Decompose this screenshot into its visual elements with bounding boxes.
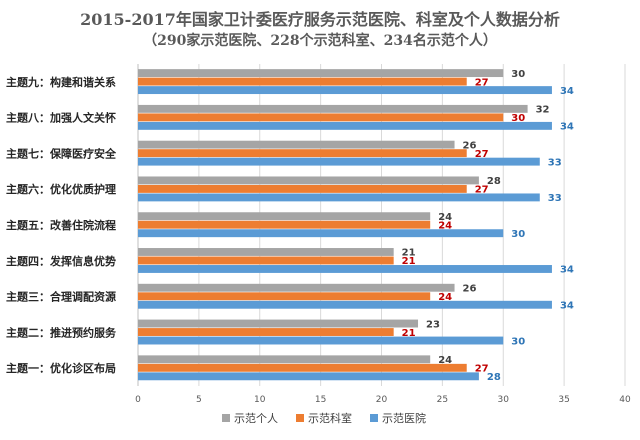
data-label: 24 [438,212,452,223]
data-label: 27 [475,149,489,160]
data-label: 24 [438,292,452,303]
data-label: 34 [560,86,574,97]
data-label: 27 [475,364,489,375]
bar [138,265,552,273]
bar [138,157,540,166]
x-tick-label: 15 [315,395,326,405]
category-label: 主题三：合理调配资源 [6,290,116,304]
bar [138,363,467,372]
data-label: 21 [402,256,416,267]
legend-label: 示范医院 [382,411,426,425]
chart-subtitle: （290家示范医院、228个示范科室、234名示范个人） [143,33,497,49]
data-label: 26 [463,140,477,151]
category-label: 主题二：推进预约服务 [6,325,117,339]
x-tick-label: 30 [498,395,510,405]
bar [138,176,479,185]
bar [138,212,431,221]
bar [138,86,552,95]
bar [138,77,467,86]
bar [138,248,394,256]
category-label: 主题四：发挥信息优势 [6,254,116,268]
category-label: 主题八：加强人文关怀 [6,111,116,125]
bar [138,355,431,364]
data-label: 30 [511,229,525,240]
x-tick-label: 25 [437,395,448,405]
category-label: 主题五：改善住院流程 [6,218,116,232]
data-label: 30 [511,336,525,347]
category-label: 主题六：优化优质护理 [6,182,116,196]
bar [138,300,552,309]
data-label: 27 [475,185,489,196]
category-label: 主题七：保障医疗安全 [6,146,117,160]
bar [138,149,467,158]
data-label: 28 [487,372,501,383]
chart-title: 2015-2017年国家卫计委医疗服务示范医院、科室及个人数据分析 [80,10,560,29]
x-tick-label: 40 [619,395,631,405]
data-label: 23 [426,319,440,330]
data-label: 30 [511,69,525,80]
bar [138,104,528,113]
data-label: 34 [560,122,574,133]
bar [138,229,504,238]
bar [138,336,504,345]
bar [138,328,394,336]
category-label: 主题一：优化诊区布局 [6,361,116,375]
bar [138,140,455,149]
bar [138,193,540,202]
bar [138,121,552,130]
bar [138,319,419,328]
bar [138,184,467,193]
legend-label: 示范个人 [234,411,278,425]
data-label: 32 [536,105,550,116]
x-tick-label: 0 [135,395,141,405]
bar [138,113,504,122]
legend-swatch [222,414,230,422]
data-label: 26 [463,284,477,295]
x-tick-label: 5 [196,395,202,405]
data-label: 34 [560,301,574,312]
bar [138,372,479,381]
data-label: 27 [475,77,489,88]
data-label: 24 [438,220,452,231]
data-label: 21 [402,328,416,339]
x-tick-label: 10 [254,395,266,405]
bar [138,292,431,301]
data-label: 24 [438,355,452,366]
x-tick-label: 35 [558,395,569,405]
data-label: 30 [511,113,525,124]
data-label: 28 [487,176,501,187]
data-label: 21 [402,248,416,259]
data-label: 33 [548,157,562,168]
bar [138,283,455,292]
bar [138,256,394,265]
legend-label: 示范科室 [308,411,352,425]
category-label: 主题九：构建和谐关系 [6,75,116,89]
bar [138,220,431,229]
data-label: 34 [560,265,574,276]
bar [138,69,504,78]
legend-swatch [296,414,304,422]
x-tick-label: 20 [376,395,388,405]
legend-swatch [370,414,378,422]
data-label: 33 [548,193,562,204]
